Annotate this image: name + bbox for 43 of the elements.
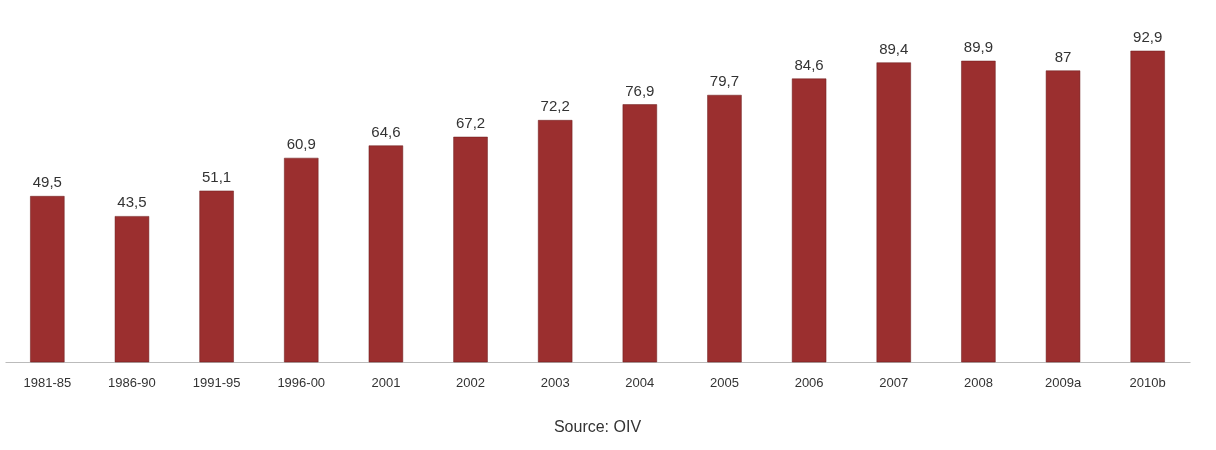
bar	[876, 62, 911, 363]
data-label: 92,9	[1133, 28, 1163, 45]
source-note: Source: OIV	[553, 418, 642, 435]
x-tick-label: 2006	[794, 374, 824, 390]
data-label: 60,9	[286, 135, 316, 153]
data-label: 51,1	[202, 167, 232, 185]
x-tick-label: 1981-85	[23, 374, 72, 390]
bar	[199, 190, 234, 363]
bar	[453, 136, 488, 363]
x-tick-label: 2003	[540, 374, 570, 390]
x-tick-label: 2005	[710, 374, 739, 390]
x-tick-label: 1996-00	[277, 374, 326, 390]
bar	[1130, 50, 1165, 363]
x-tick-label: 2007	[879, 374, 909, 390]
data-label: 67,2	[455, 114, 486, 132]
x-tick-label: 2010b	[1129, 374, 1166, 390]
data-label: 79,7	[709, 72, 740, 90]
x-tick-label: 2004	[625, 374, 655, 390]
x-tick-label: 2002	[456, 374, 485, 390]
data-label: 76,9	[625, 81, 655, 99]
bar	[622, 104, 657, 363]
data-label: 64,6	[371, 122, 401, 140]
bar	[961, 60, 996, 363]
bar	[707, 94, 742, 363]
data-label: 89,4	[879, 39, 909, 57]
bar	[284, 157, 319, 363]
data-label: 72,2	[540, 97, 570, 115]
bar	[538, 120, 573, 363]
bar	[30, 196, 65, 363]
data-label: 87	[1054, 47, 1072, 65]
x-tick-label: 1991-95	[192, 374, 241, 390]
bar	[114, 216, 150, 363]
bar	[791, 78, 827, 363]
data-label: 89,9	[963, 38, 993, 56]
data-label: 84,6	[794, 55, 824, 73]
x-tick-label: 2008	[963, 374, 993, 390]
x-tick-label: 2009a	[1044, 374, 1082, 390]
bar	[368, 145, 404, 363]
data-label: 43,5	[117, 193, 147, 211]
x-tick-label: 2001	[371, 374, 401, 390]
x-tick-label: 1986-90	[108, 374, 156, 390]
bar	[1045, 70, 1081, 363]
data-label: 49,5	[32, 173, 62, 191]
